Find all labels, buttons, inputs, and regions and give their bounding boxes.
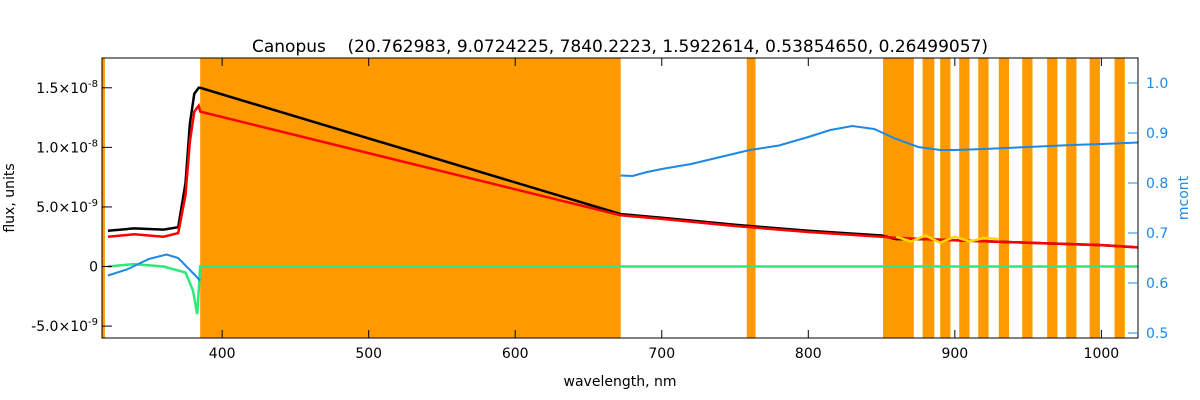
y2-tick-label-2: 0.7 [1146, 226, 1168, 242]
x-tick-label-1: 500 [355, 346, 382, 362]
y-tick-label-2: 5.0×10-9 [36, 198, 98, 216]
x-tick-label-0: 400 [209, 346, 236, 362]
plot-frame [101, 57, 1139, 339]
y-axis-left: -5.0×10-9 0 5.0×10-9 1.0×10-8 1.5×10-8 [31, 79, 112, 335]
masked-region-8 [998, 58, 1010, 338]
x-tick-label-4: 800 [795, 346, 822, 362]
series-layer [107, 86, 1139, 315]
x-tick-label-2: 600 [502, 346, 529, 362]
masked-region-13 [1114, 58, 1125, 338]
series-line-1 [107, 102, 1139, 249]
x-tick-label-6: 1000 [1084, 346, 1120, 362]
masked-region-1 [200, 58, 621, 338]
masked-region-9 [1022, 58, 1033, 338]
y2-tick-label-0: 0.5 [1146, 326, 1168, 342]
series-line-2 [895, 234, 999, 245]
masked-regions [102, 58, 1125, 338]
y-tick-label-3: 1.0×10-8 [36, 138, 98, 156]
masked-region-6 [959, 58, 970, 338]
y2-tick-label-5: 1.0 [1146, 76, 1168, 92]
x-tick-label-5: 900 [941, 346, 968, 362]
masked-region-0 [102, 58, 105, 338]
series-line-4 [107, 253, 201, 282]
chart-title: Canopus (20.762983, 9.0724225, 7840.2223… [252, 37, 988, 57]
y-tick-label-1: 0 [89, 260, 98, 276]
masked-region-4 [922, 58, 935, 338]
y-axis-right: 0.5 0.6 0.7 0.8 0.9 1.0 [1128, 76, 1168, 342]
masked-region-10 [1047, 58, 1058, 338]
series-line-3 [107, 262, 1138, 315]
masked-region-11 [1066, 58, 1077, 338]
y2-tick-label-1: 0.6 [1146, 276, 1168, 292]
y-axis-title: flux, units [2, 163, 18, 232]
masked-region-12 [1089, 58, 1100, 338]
masked-region-2 [746, 58, 756, 338]
masked-region-5 [940, 58, 951, 338]
y-tick-label-4: 1.5×10-8 [36, 79, 98, 97]
y2-tick-label-4: 0.9 [1146, 126, 1168, 142]
x-tick-label-3: 700 [648, 346, 675, 362]
x-axis-title: wavelength, nm [564, 374, 677, 390]
masked-region-7 [978, 58, 989, 338]
x-axis: 400 500 600 700 800 900 1000 [209, 58, 1119, 362]
y2-axis-title: mcont [1176, 175, 1192, 220]
masked-region-3 [883, 58, 914, 338]
y-tick-label-0: -5.0×10-9 [31, 317, 98, 335]
y2-tick-label-3: 0.8 [1146, 176, 1168, 192]
series-line-5 [620, 124, 1139, 178]
